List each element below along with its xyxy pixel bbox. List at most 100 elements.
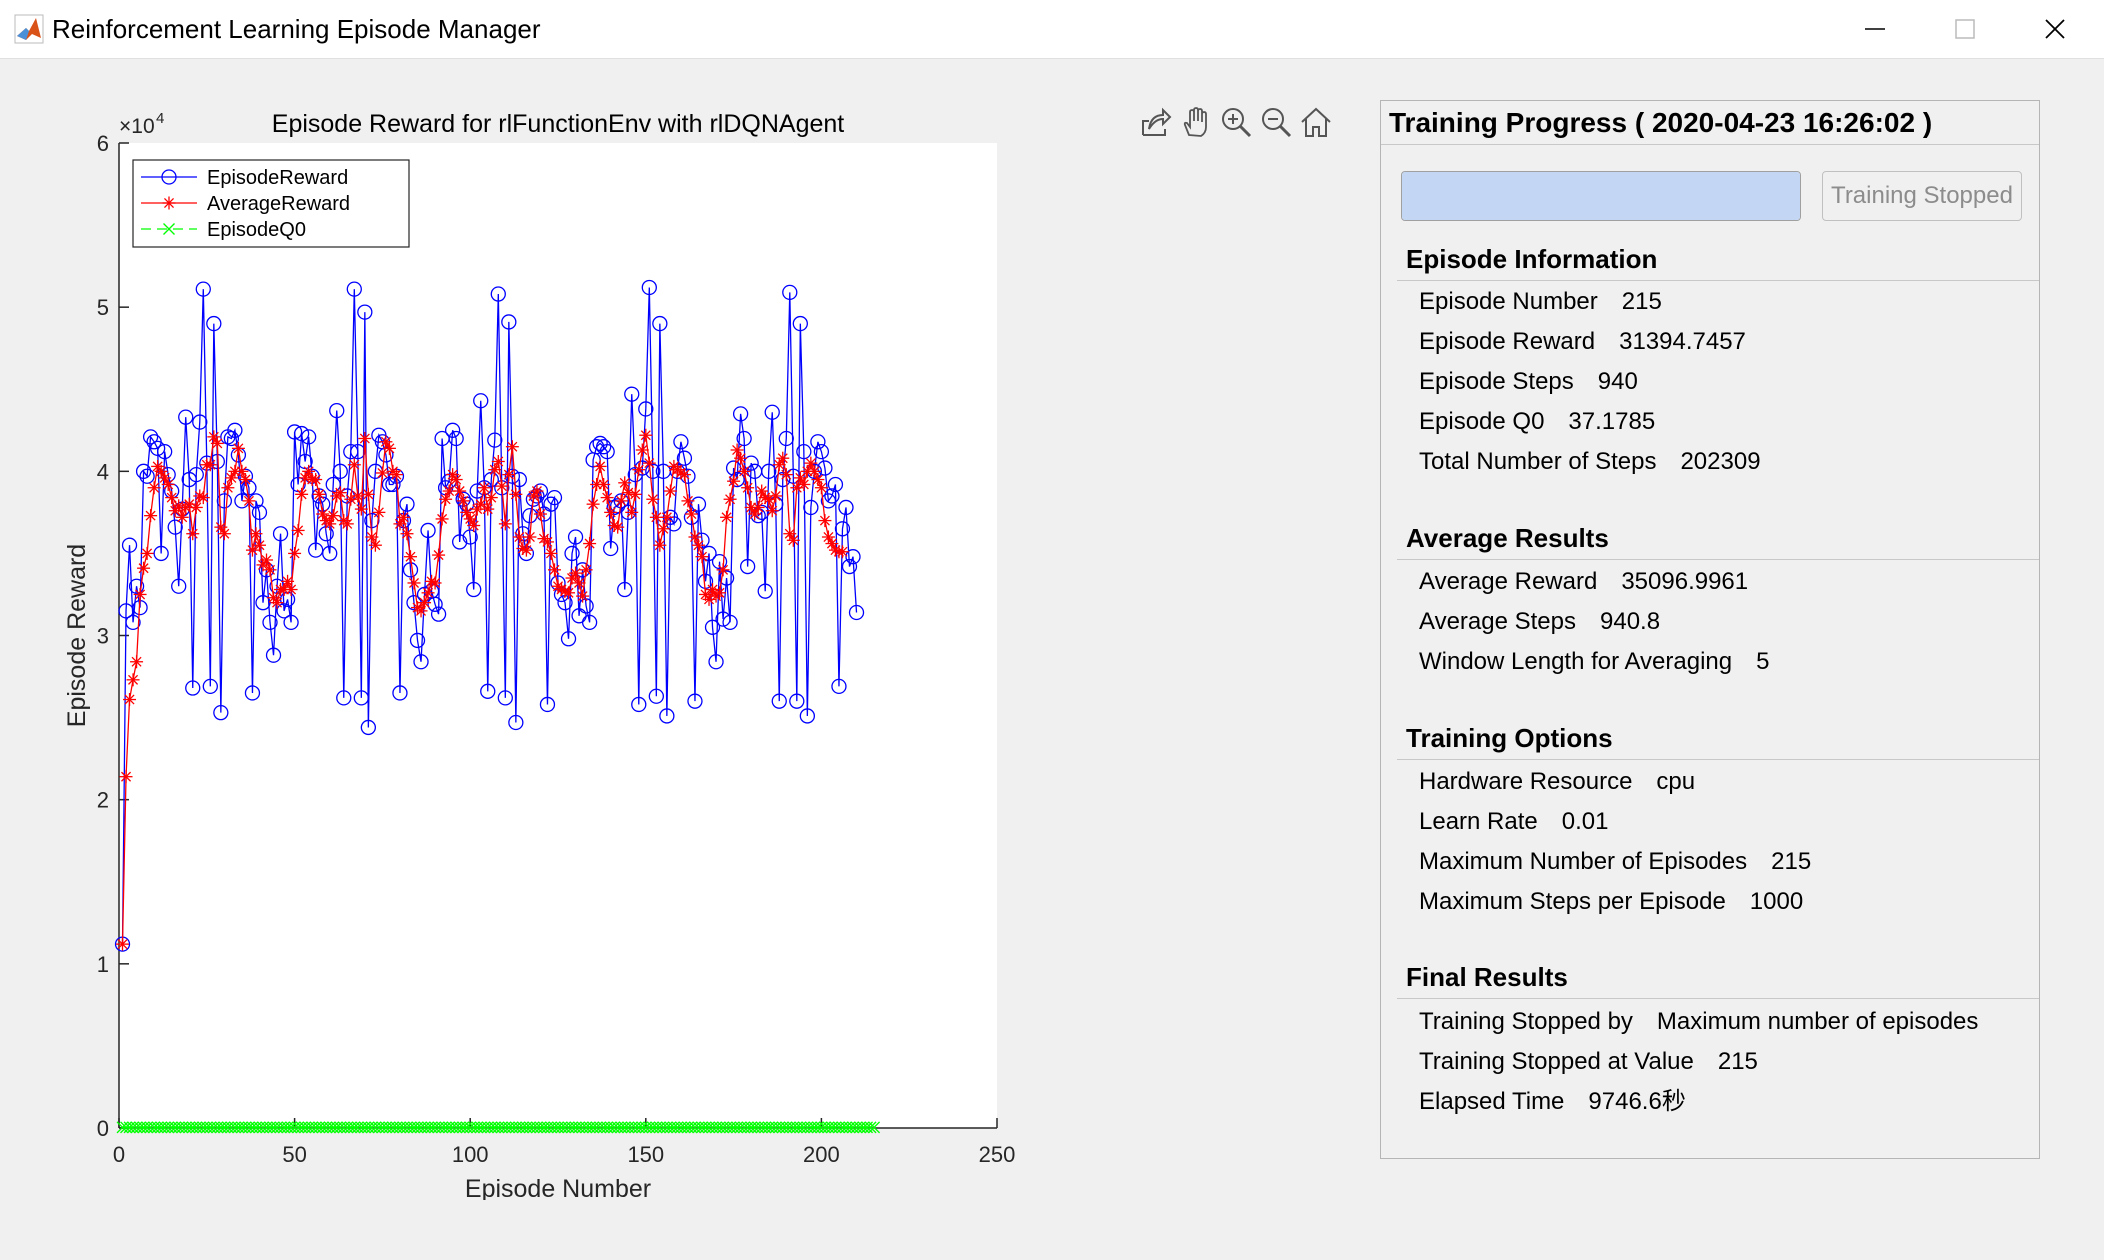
maximize-button[interactable] bbox=[1920, 0, 2010, 58]
average-reward-point bbox=[147, 481, 161, 495]
episode-reward-point bbox=[782, 284, 798, 301]
maximize-icon bbox=[1955, 19, 1975, 39]
average-reward-point bbox=[614, 494, 628, 508]
info-label: Episode Reward bbox=[1419, 328, 1596, 355]
average-reward-point bbox=[207, 430, 221, 444]
zoom-in-icon bbox=[1222, 108, 1252, 138]
average-reward-point bbox=[221, 481, 235, 495]
episode-reward-point bbox=[796, 443, 812, 460]
legend-label: AverageReward bbox=[207, 193, 350, 215]
info-row: Episode Number 215 bbox=[1419, 287, 1662, 317]
close-button[interactable] bbox=[2010, 0, 2100, 58]
average-reward-point bbox=[284, 583, 298, 597]
average-reward-point bbox=[544, 546, 558, 560]
average-reward-point bbox=[835, 545, 849, 559]
x-axis-label: Episode Number bbox=[465, 1175, 651, 1200]
episode-reward-point bbox=[195, 281, 211, 297]
episode-reward-point bbox=[824, 488, 840, 504]
info-value: 202309 bbox=[1680, 448, 1761, 475]
episode-reward-point bbox=[276, 603, 292, 619]
info-row: Episode Q0 37.1785 bbox=[1419, 407, 1655, 437]
episode-reward-point bbox=[409, 632, 426, 649]
average-reward-point bbox=[116, 937, 130, 951]
average-reward-point bbox=[821, 530, 835, 544]
average-reward-point bbox=[463, 512, 477, 526]
info-label: Elapsed Time bbox=[1419, 1088, 1565, 1115]
episode-reward-point bbox=[353, 690, 369, 706]
episode-reward-point bbox=[139, 468, 155, 484]
legend-marker bbox=[162, 196, 176, 210]
average-reward-point bbox=[713, 586, 727, 600]
info-value: 31394.7457 bbox=[1619, 328, 1746, 355]
average-reward-point bbox=[428, 576, 442, 590]
episode-reward-point bbox=[480, 683, 496, 699]
average-reward-point bbox=[502, 468, 516, 482]
average-reward-point bbox=[825, 537, 839, 551]
average-reward-point bbox=[748, 507, 762, 521]
average-reward-point bbox=[772, 458, 786, 472]
average-reward-point bbox=[593, 459, 607, 473]
average-reward-point bbox=[456, 494, 470, 508]
average-reward-point bbox=[432, 548, 446, 562]
zoom-in-button[interactable] bbox=[1218, 102, 1254, 142]
info-value: 215 bbox=[1621, 288, 1662, 315]
average-reward-point bbox=[140, 546, 154, 560]
episode-reward-point bbox=[810, 434, 826, 450]
home-button[interactable] bbox=[1298, 102, 1334, 142]
episode-reward-point bbox=[732, 406, 749, 422]
episode-reward-point bbox=[444, 422, 461, 438]
episode-reward-point bbox=[631, 696, 647, 713]
average-reward-point bbox=[291, 523, 305, 537]
episode-reward-point bbox=[223, 430, 240, 447]
export-button[interactable] bbox=[1138, 102, 1174, 142]
x-tick-label: 200 bbox=[803, 1142, 840, 1167]
average-reward-point bbox=[639, 428, 653, 442]
average-reward-point bbox=[217, 527, 231, 541]
episode-reward-point bbox=[792, 315, 808, 332]
episode-reward-point bbox=[149, 440, 166, 457]
info-value: Maximum number of episodes bbox=[1656, 1008, 1979, 1035]
episode-reward-point bbox=[473, 393, 489, 409]
episode-reward-point bbox=[399, 496, 415, 512]
info-label: Hardware Resource bbox=[1419, 768, 1633, 795]
episode-reward-point bbox=[336, 690, 352, 706]
average-reward-point bbox=[137, 561, 151, 575]
average-reward-point bbox=[818, 514, 832, 528]
episode-reward-point bbox=[638, 401, 654, 417]
episode-reward-point bbox=[125, 614, 141, 631]
info-row: Average Steps 940.8 bbox=[1419, 607, 1660, 637]
episode-reward-point bbox=[167, 519, 183, 535]
episode-reward-point bbox=[322, 545, 338, 562]
average-reward-point bbox=[783, 527, 797, 541]
episode-reward-point bbox=[286, 424, 303, 440]
pan-button[interactable] bbox=[1178, 102, 1214, 142]
y-exponent-power: 4 bbox=[156, 110, 164, 127]
episode-reward-point bbox=[206, 315, 222, 332]
zoom-out-button[interactable] bbox=[1258, 102, 1294, 142]
training-stopped-button[interactable]: Training Stopped bbox=[1822, 171, 2022, 221]
episode-reward-point bbox=[834, 521, 851, 537]
episode-reward-point bbox=[838, 499, 854, 516]
episode-reward-point bbox=[771, 693, 787, 709]
average-reward-point bbox=[403, 550, 417, 564]
episode-reward-point bbox=[739, 558, 756, 575]
average-reward-point bbox=[460, 505, 474, 519]
episode-reward-point bbox=[567, 529, 584, 545]
episode-reward-point bbox=[497, 690, 513, 706]
episode-reward-point bbox=[343, 443, 359, 460]
episode-reward-point bbox=[216, 493, 233, 509]
average-reward-point bbox=[484, 491, 498, 505]
info-row: Total Number of Steps 202309 bbox=[1419, 447, 1761, 477]
average-reward-point bbox=[396, 510, 410, 524]
y-axis-label: Episode Reward bbox=[63, 544, 91, 727]
episode-reward-point bbox=[192, 414, 208, 430]
episode-reward-point bbox=[596, 439, 612, 455]
minimize-button[interactable] bbox=[1830, 0, 1920, 58]
episode-reward-point bbox=[564, 545, 580, 562]
average-reward-point bbox=[611, 520, 625, 534]
average-reward-point bbox=[375, 466, 389, 480]
average-reward-point bbox=[523, 530, 537, 544]
episode-reward-point bbox=[641, 279, 657, 296]
info-row: Maximum Number of Episodes 215 bbox=[1419, 847, 1811, 877]
